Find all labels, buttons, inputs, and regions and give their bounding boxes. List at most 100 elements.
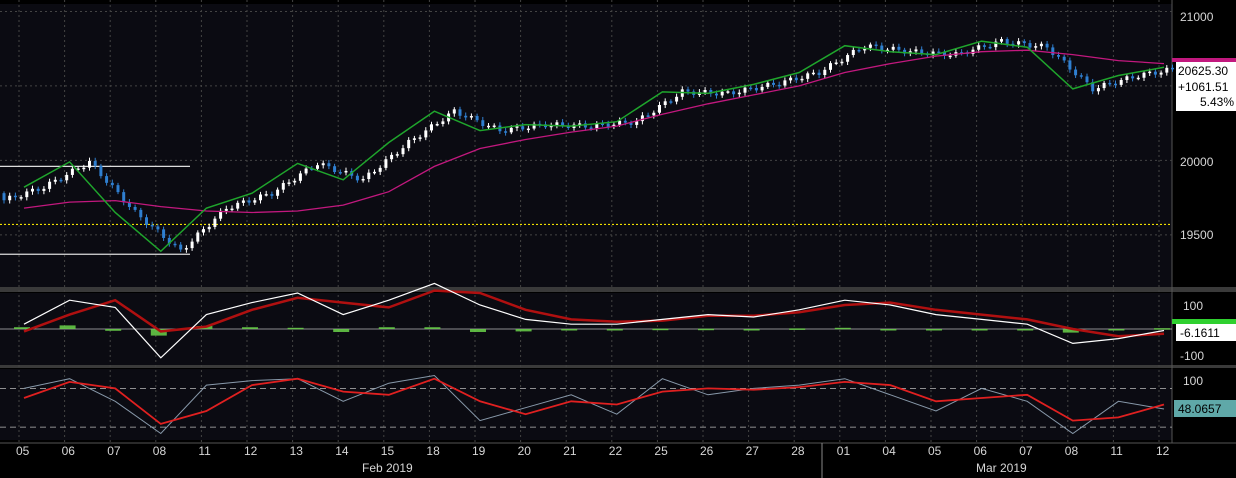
candle-body: [430, 124, 433, 131]
x-tick-label: 21: [563, 444, 577, 458]
candle-body: [646, 115, 650, 117]
candle-body: [1079, 75, 1083, 77]
x-tick-label: 07: [1019, 444, 1033, 458]
price-panel: [0, 36, 1186, 255]
candle-body: [327, 163, 331, 167]
candle-body: [481, 120, 485, 126]
candle-body: [663, 101, 667, 106]
candle-body: [1074, 69, 1078, 76]
candle-body: [760, 86, 764, 91]
macd-readout-box: [1176, 324, 1236, 341]
candle-body: [601, 123, 604, 126]
candle-body: [304, 168, 308, 174]
candle-body: [1045, 43, 1049, 48]
panel-divider: [0, 287, 1236, 292]
macd-histogram-bar: [333, 329, 350, 332]
x-tick-label: 26: [700, 444, 714, 458]
candle-body: [259, 194, 262, 201]
candle-body: [891, 46, 895, 50]
candle-body: [355, 175, 359, 181]
macd-histogram-bar: [1062, 329, 1079, 333]
stoch-d-line: [23, 377, 1165, 425]
candle-body: [1119, 80, 1123, 85]
candle-body: [464, 115, 468, 118]
candle-body: [914, 49, 918, 52]
candle-body: [93, 160, 97, 166]
candle-body: [287, 182, 291, 184]
candle-body: [207, 226, 211, 230]
price-readout-change: +1061.51: [1178, 80, 1229, 94]
macd-histogram-bar: [652, 328, 669, 331]
candle-body: [629, 122, 633, 125]
candle-body: [1125, 76, 1129, 81]
candle-body: [772, 82, 775, 85]
candle-body: [789, 77, 793, 81]
candle-body: [338, 172, 342, 174]
candle-body: [897, 46, 901, 50]
candle-body: [640, 115, 644, 122]
candle-body: [1034, 46, 1038, 48]
candle-body: [42, 188, 46, 191]
macd-histogram-bar: [378, 327, 395, 329]
candle-body: [407, 139, 411, 149]
long-moving-average-line: [23, 49, 1165, 214]
candle-body: [31, 188, 34, 192]
macd-histogram-bar: [926, 329, 942, 331]
candle-body: [344, 170, 348, 173]
candle-body: [840, 61, 844, 64]
x-tick-label: 08: [1065, 444, 1079, 458]
candle-body: [948, 55, 952, 58]
x-tick-label: 20: [518, 444, 532, 458]
month-label-mar: Mar 2019: [976, 461, 1027, 475]
x-tick-label: 18: [426, 444, 440, 458]
candle-body: [424, 130, 428, 138]
candle-body: [874, 44, 878, 47]
candle-body: [316, 165, 319, 169]
price-readout-accent: [1172, 58, 1236, 62]
candle-body: [851, 49, 855, 56]
price-readout-pct: 5.43%: [1200, 95, 1234, 109]
x-tick-label: 13: [290, 444, 304, 458]
stoch-tick-100: 100: [1183, 374, 1203, 388]
macd-histogram-bar: [698, 328, 714, 331]
candle-body: [241, 200, 245, 203]
candle-body: [635, 121, 639, 125]
macd-histogram-bar: [105, 329, 122, 331]
candle-body: [903, 49, 907, 54]
x-tick-label: 05: [928, 444, 942, 458]
candle-body: [549, 125, 553, 128]
candle-body: [1159, 72, 1163, 75]
x-tick-label: 15: [381, 444, 395, 458]
candle-body: [458, 109, 462, 116]
candle-body: [857, 49, 861, 52]
candle-body: [1091, 82, 1095, 92]
x-tick-label: 07: [107, 444, 121, 458]
macd-histogram-bar: [59, 325, 76, 329]
candle-body: [1062, 56, 1066, 61]
macd-histogram-bar: [743, 329, 760, 331]
macd-histogram-bar: [789, 328, 806, 330]
candle-body: [1051, 47, 1055, 56]
candle-body: [492, 125, 496, 128]
candle-body: [977, 45, 981, 50]
short-moving-average-line: [23, 40, 1165, 253]
x-tick-label: 11: [198, 444, 211, 458]
macd-histogram-bar: [561, 329, 578, 331]
candle-body: [863, 47, 867, 51]
candle-body: [384, 159, 388, 168]
candle-body: [412, 138, 416, 140]
x-tick-label: 06: [62, 444, 76, 458]
candle-body: [1011, 43, 1015, 46]
candle-body: [994, 41, 998, 48]
candle-body: [726, 91, 730, 93]
candle-body: [1000, 39, 1003, 42]
candle-body: [202, 229, 205, 233]
macd-histogram-bar: [287, 327, 304, 330]
macd-readout-value: -6.1611: [1180, 326, 1220, 340]
candle-body: [270, 194, 274, 196]
x-tick-label: 28: [791, 444, 805, 458]
x-tick-label: 11: [1110, 444, 1123, 458]
candle-body: [452, 109, 456, 114]
candle-body: [846, 55, 850, 62]
candle-body: [1108, 82, 1112, 85]
